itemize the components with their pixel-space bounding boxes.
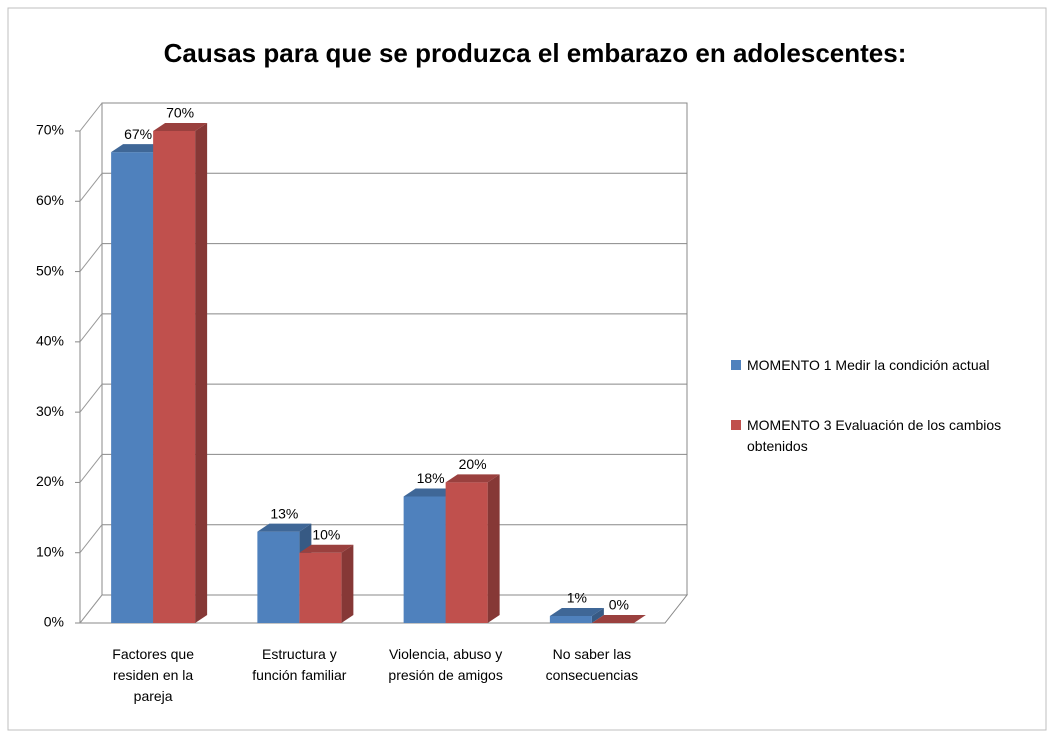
data-label: 18% [417,470,445,486]
data-label: 67% [124,126,152,142]
bar-front [257,531,300,623]
wall-grid-line [79,454,103,483]
bar-top [445,474,500,483]
wall-grid-line [79,243,103,272]
y-tick-label: 30% [36,403,64,419]
legend-label: MOMENTO 3 Evaluación de los cambios obte… [747,417,1002,454]
bar-top [299,544,354,553]
bar-top [111,144,166,153]
bar-top [153,123,208,131]
data-label: 1% [567,590,587,606]
chart-title: Causas para que se produzca el embarazo … [164,38,907,68]
y-tick-label: 10% [36,543,64,559]
bar [549,607,604,623]
bar-front [299,552,342,623]
bar-side [591,607,604,623]
legend-item: MOMENTO 1 Medir la condición actual [731,355,1033,376]
bar-front [445,482,488,623]
y-tick-label: 50% [36,262,64,278]
bar-top [403,488,458,497]
wall-grid-line [79,313,103,343]
x-tick-label: Estructura y función familiar [252,646,347,683]
wall-grid-line [79,172,103,202]
y-tick-label: 20% [36,473,64,489]
bar-front [111,152,154,624]
bar [445,474,500,623]
bar-top [591,615,646,623]
wall-grid-line [79,524,103,554]
bar-front [153,131,196,623]
data-label: 10% [312,526,340,542]
legend-swatch [731,360,741,370]
data-label: 20% [459,456,487,472]
bar-front [549,615,592,623]
bar-top [549,607,604,616]
wall-grid-line [79,102,103,132]
y-tick-label: 0% [44,614,64,630]
legend-swatch [731,420,741,430]
wall-grid-line [79,383,103,413]
data-label: 70% [166,105,194,121]
bar-side [341,544,354,623]
chart-border [7,7,1047,731]
data-label: 13% [270,505,298,521]
data-label: 0% [609,597,629,613]
y-tick-label: 40% [36,333,64,349]
wall-grid-line [79,594,103,624]
x-tick-label: Factores que residen en la pareja [112,646,194,704]
y-tick-label: 60% [36,192,64,208]
bar-front [403,496,446,623]
bar-top [257,523,312,532]
bar [153,123,208,623]
bar [299,544,354,623]
legend-label: MOMENTO 1 Medir la condición actual [747,357,990,373]
x-tick-label: Violencia, abuso y presión de amigos [388,646,503,683]
y-tick-label: 70% [36,122,64,138]
bar-side [195,123,208,623]
bar [591,615,646,623]
legend-item: MOMENTO 3 Evaluación de los cambios obte… [731,415,1033,457]
x-tick-label: No saber las consecuencias [545,646,639,683]
bar-side [487,474,500,623]
